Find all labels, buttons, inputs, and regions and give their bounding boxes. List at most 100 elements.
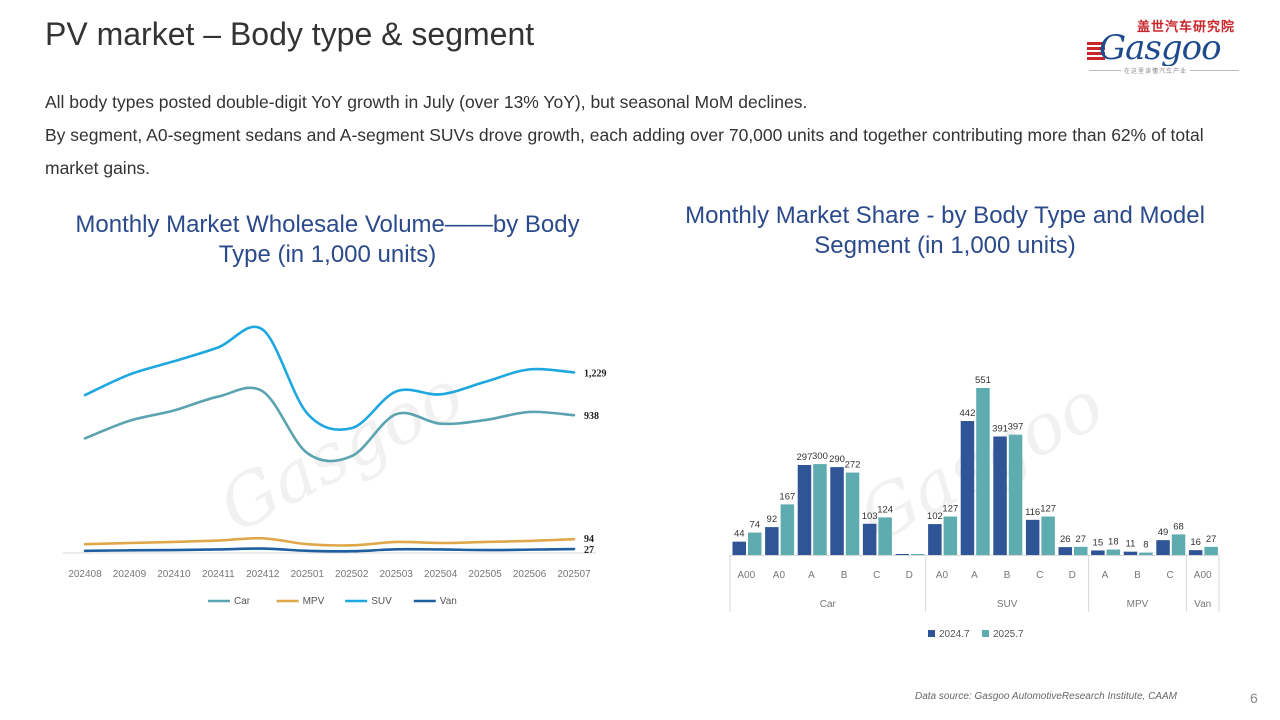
line-end-label-suv: 1,229 xyxy=(584,368,607,379)
bar-value-label: 26 xyxy=(1060,534,1071,545)
line-chart-x-tick: 202507 xyxy=(557,569,591,580)
bar-2024-7 xyxy=(765,527,779,555)
bar-category-label: C xyxy=(1166,570,1173,581)
bar-value-label: 442 xyxy=(960,408,976,419)
bar-value-label: 127 xyxy=(942,504,958,515)
line-series-car xyxy=(83,386,576,463)
line-legend-label: SUV xyxy=(371,596,392,607)
bar-value-label: 127 xyxy=(1040,504,1056,515)
bar-2025-7 xyxy=(911,554,925,555)
bar-value-label: 103 xyxy=(862,511,878,522)
line-legend-label: MPV xyxy=(303,596,325,607)
page-number: 6 xyxy=(1250,690,1258,706)
line-chart: 202408 202409 202410 202411 202412 202501 2025… xyxy=(63,325,607,607)
bar-2025-7 xyxy=(943,516,958,555)
bar-value-label: 391 xyxy=(992,423,1008,434)
data-source: Data source: Gasgoo AutomotiveResearch I… xyxy=(915,691,1177,702)
summary-line-2: By segment, A0-segment sedans and A-segm… xyxy=(45,125,1204,178)
bar-2025-7 xyxy=(1171,534,1186,555)
bar-2025-7 xyxy=(748,532,762,555)
page-title: PV market – Body type & segment xyxy=(45,16,535,52)
bar-category-label: A xyxy=(808,570,815,581)
bar-value-label: 272 xyxy=(845,460,861,471)
bar-category-label: C xyxy=(1036,570,1043,581)
summary-text: All body types posted double-digit YoY g… xyxy=(45,86,1255,185)
bar-2024-7 xyxy=(895,554,909,555)
bar-category-label: B xyxy=(1004,570,1011,581)
bar-value-label: 290 xyxy=(829,454,845,465)
bar-category-label: A xyxy=(971,570,978,581)
bar-2024-7 xyxy=(797,464,812,555)
line-series-mpv xyxy=(83,536,576,547)
bar-category-label: B xyxy=(841,570,848,581)
bar-legend-swatch xyxy=(928,630,935,637)
bar-2024-7 xyxy=(1058,547,1072,555)
bar-legend-label: 2024.7 xyxy=(939,629,970,640)
bar-value-label: 27 xyxy=(1075,534,1086,545)
bar-legend-swatch xyxy=(982,630,989,637)
bar-category-label: A0 xyxy=(936,570,949,581)
bar-2024-7 xyxy=(928,524,942,555)
bar-group-label-suv: SUV xyxy=(997,599,1018,610)
bar-category-label: A0 xyxy=(773,570,786,581)
line-chart-x-tick: 202408 xyxy=(68,569,102,580)
bar-legend-label: 2025.7 xyxy=(993,629,1024,640)
bar-value-label: 102 xyxy=(927,511,943,522)
logo-wordmark: Gasgoo xyxy=(1099,28,1222,68)
logo-stripes-icon xyxy=(1087,42,1105,62)
line-chart-x-tick: 202503 xyxy=(379,569,413,580)
bar-2024-7 xyxy=(960,421,975,555)
logo-chinese-text: 盖世汽车研究院 xyxy=(1137,19,1236,34)
bar-value-label: 15 xyxy=(1093,537,1104,548)
bar-value-label: 16 xyxy=(1190,537,1201,548)
bar-category-label: C xyxy=(873,570,880,581)
bar-category-label: D xyxy=(1069,570,1076,581)
bar-value-label: 49 xyxy=(1158,527,1169,538)
bar-2025-7 xyxy=(780,504,795,555)
bar-value-label: 300 xyxy=(812,451,828,462)
bar-2025-7 xyxy=(1074,546,1088,555)
line-chart-title: Monthly Market Wholesale Volume——by Body… xyxy=(75,211,580,268)
bar-value-label: 44 xyxy=(734,529,745,540)
bar-value-label: 297 xyxy=(797,452,813,463)
bar-value-label: 167 xyxy=(779,491,795,502)
bar-2024-7 xyxy=(1156,540,1170,555)
bar-value-label: 397 xyxy=(1008,422,1024,433)
bar-group-label-van: Van xyxy=(1194,599,1211,610)
bar-2024-7 xyxy=(1188,550,1203,555)
bar-value-label: 124 xyxy=(877,504,893,515)
bar-value-label: 11 xyxy=(1126,539,1136,550)
bar-2025-7 xyxy=(845,472,860,555)
bar-2025-7 xyxy=(1106,549,1121,555)
line-series-van xyxy=(83,547,576,553)
bar-2024-7 xyxy=(993,436,1007,555)
line-end-label-mpv: 94 xyxy=(584,534,594,545)
bar-value-label: 27 xyxy=(1206,534,1217,545)
line-chart-x-tick: 202412 xyxy=(246,569,280,580)
bar-category-label: A xyxy=(1102,570,1109,581)
bar-chart-title: Monthly Market Share - by Body Type and … xyxy=(685,202,1205,259)
bar-2025-7 xyxy=(813,464,827,555)
bar-2024-7 xyxy=(830,467,844,555)
bar-group-label-car: Car xyxy=(820,599,837,610)
summary-line-1: All body types posted double-digit YoY g… xyxy=(45,92,808,112)
line-chart-x-tick: 202410 xyxy=(157,569,191,580)
bar-value-label: 18 xyxy=(1108,537,1119,548)
line-end-label-van: 27 xyxy=(584,545,594,556)
bar-value-label: 74 xyxy=(749,520,760,531)
bar-2024-7 xyxy=(1123,551,1138,555)
bar-category-label: B xyxy=(1134,570,1141,581)
logo-tagline: 在这里读懂汽车产业 xyxy=(1121,66,1191,75)
line-chart-x-tick: 202506 xyxy=(513,569,547,580)
bar-2025-7 xyxy=(878,517,892,555)
line-series-suv xyxy=(83,325,576,431)
line-chart-x-tick: 202502 xyxy=(335,569,369,580)
bar-category-label: D xyxy=(906,570,913,581)
bar-2025-7 xyxy=(1008,434,1023,555)
bar-2025-7 xyxy=(1041,516,1055,555)
bar-2025-7 xyxy=(1139,552,1153,555)
bar-2024-7 xyxy=(732,541,746,555)
bar-2024-7 xyxy=(1025,519,1040,555)
line-end-label-car: 938 xyxy=(584,411,599,422)
